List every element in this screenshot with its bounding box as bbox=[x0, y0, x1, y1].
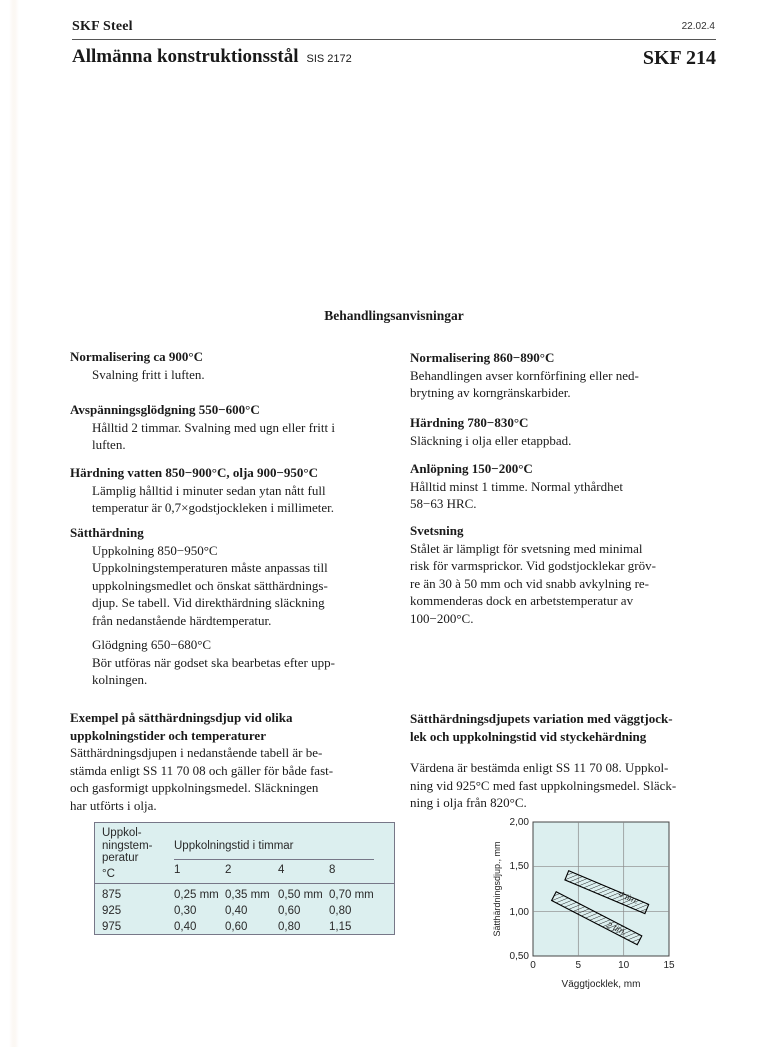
svg-text:Sätthärdningsdjup., mm: Sätthärdningsdjup., mm bbox=[492, 841, 502, 936]
svg-text:2,00: 2,00 bbox=[510, 817, 530, 828]
svg-text:0,50: 0,50 bbox=[510, 951, 530, 962]
svg-text:15: 15 bbox=[663, 960, 675, 971]
svg-text:0: 0 bbox=[530, 960, 536, 971]
svg-text:5: 5 bbox=[576, 960, 582, 971]
svg-text:10: 10 bbox=[618, 960, 630, 971]
svg-text:Väggtjocklek, mm: Väggtjocklek, mm bbox=[562, 979, 641, 990]
svg-text:1,50: 1,50 bbox=[510, 861, 530, 872]
svg-text:1,00: 1,00 bbox=[510, 907, 530, 918]
